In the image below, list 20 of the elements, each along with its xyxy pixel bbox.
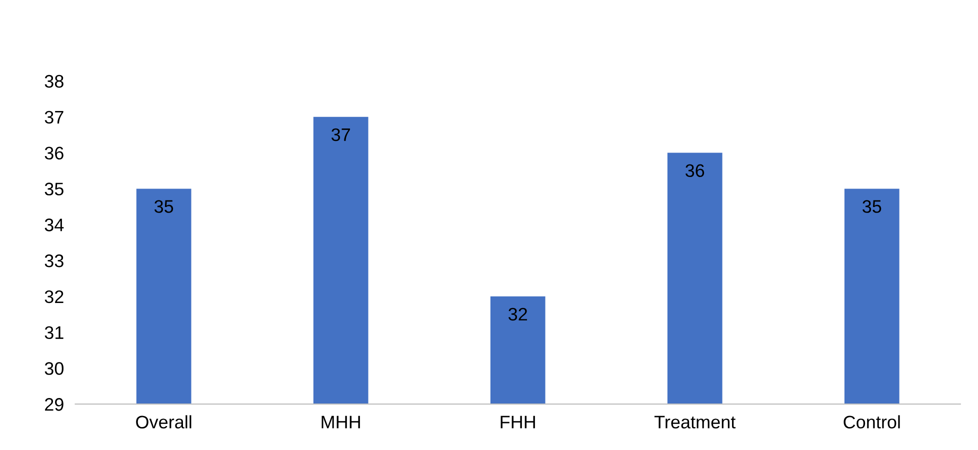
data-label: 37 — [331, 128, 350, 142]
y-tick-label: 36 — [44, 146, 64, 160]
data-label: 32 — [508, 308, 527, 321]
y-tick-label: 37 — [44, 110, 64, 124]
x-tick-label: MHH — [322, 416, 360, 428]
x-tick-label: Overall — [136, 415, 192, 428]
x-tick-label: FHH — [500, 416, 535, 428]
y-tick-label: 35 — [44, 182, 64, 196]
y-tick-label: 30 — [44, 362, 64, 375]
data-label: 36 — [686, 164, 704, 178]
y-tick-label: 31 — [44, 326, 64, 340]
x-tick-label: Control — [844, 415, 900, 428]
y-tick-label: 32 — [44, 290, 64, 304]
y-tick-label: 29 — [45, 398, 64, 411]
y-tick-label: 34 — [44, 218, 64, 232]
x-tick-label: Treatment — [654, 416, 736, 428]
data-label: 35 — [154, 200, 174, 213]
data-label: 35 — [862, 200, 882, 213]
y-tick-label: 38 — [44, 74, 64, 88]
y-tick-label: 33 — [44, 254, 64, 268]
